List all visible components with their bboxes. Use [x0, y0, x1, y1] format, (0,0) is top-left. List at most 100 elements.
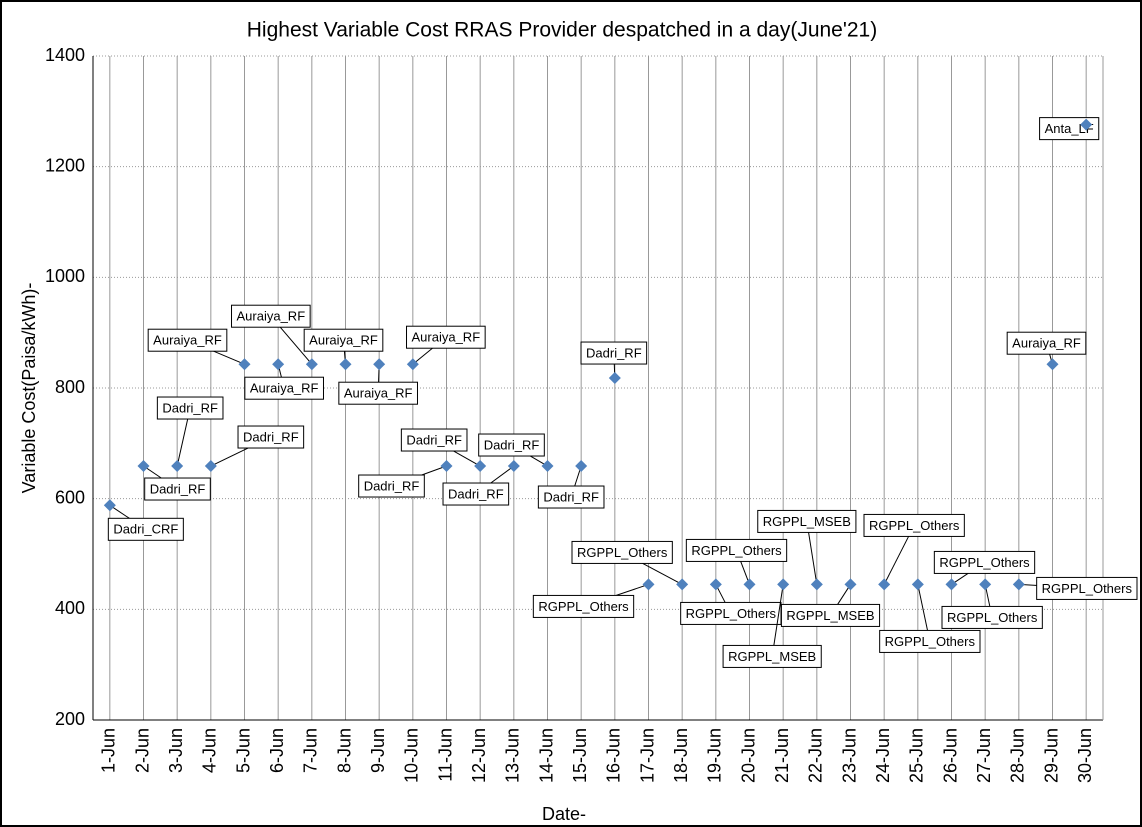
x-tick-label: 21-Jun [772, 728, 792, 783]
data-label: RGPPL_Others [538, 599, 629, 614]
marker [642, 578, 655, 591]
marker [339, 358, 352, 371]
marker [541, 460, 554, 473]
data-label: Auraiya_RF [309, 333, 378, 348]
x-tick-label: 30-Jun [1075, 728, 1095, 783]
label-box [478, 433, 545, 457]
x-tick-label: 10-Jun [402, 728, 422, 783]
marker [272, 358, 285, 371]
x-tick-label: 28-Jun [1008, 728, 1028, 783]
data-label: Dadri_RF [586, 345, 642, 360]
data-label: Dadri_RF [243, 429, 299, 444]
x-tick-label: 25-Jun [907, 728, 927, 783]
data-label: Dadri_RF [543, 489, 599, 504]
label-box [303, 328, 384, 352]
label-box [879, 629, 981, 653]
x-tick-label: 17-Jun [637, 728, 657, 783]
x-tick-label: 22-Jun [806, 728, 826, 783]
data-label: Dadri_RF [364, 478, 420, 493]
label-box [933, 550, 1036, 574]
y-axis-label: Variable Cost(Paisa/kWh)- [19, 283, 39, 494]
marker [810, 578, 823, 591]
data-label: RGPPL_MSEB [786, 608, 874, 623]
label-box [685, 538, 788, 562]
data-label: Auraiya_RF [412, 330, 481, 345]
data-label: RGPPL_Others [869, 518, 960, 533]
marker [1046, 358, 1059, 371]
marker [474, 460, 487, 473]
marker [743, 578, 756, 591]
label-box [722, 644, 822, 668]
data-label: Auraiya_RF [250, 381, 319, 396]
x-tick-label: 8-Jun [334, 728, 354, 773]
marker [305, 358, 318, 371]
label-box [406, 325, 486, 349]
marker [1012, 578, 1025, 591]
x-tick-label: 2-Jun [132, 728, 152, 773]
x-tick-label: 20-Jun [738, 728, 758, 783]
marker [440, 460, 453, 473]
label-box [532, 594, 635, 618]
x-tick-label: 23-Jun [839, 728, 859, 783]
data-label: RGPPL_Others [885, 634, 976, 649]
marker [911, 578, 924, 591]
y-tick-label: 1000 [45, 266, 85, 286]
data-label: RGPPL_Others [686, 606, 777, 621]
data-label: RGPPL_MSEB [728, 649, 816, 664]
x-tick-label: 15-Jun [570, 728, 590, 783]
data-label: RGPPL_MSEB [763, 514, 851, 529]
y-tick-label: 1200 [45, 155, 85, 175]
data-label: Auraiya_RF [153, 333, 222, 348]
data-label: RGPPL_Others [1042, 581, 1133, 596]
marker [1080, 118, 1093, 131]
data-label: Dadri_RF [484, 437, 540, 452]
data-label: RGPPL_Others [947, 610, 1038, 625]
y-tick-label: 800 [55, 377, 85, 397]
data-label: Dadri_RF [150, 481, 206, 496]
x-tick-label: 24-Jun [873, 728, 893, 783]
label-box [1006, 331, 1087, 355]
label-box [757, 509, 857, 533]
x-tick-label: 7-Jun [301, 728, 321, 773]
x-tick-label: 3-Jun [166, 728, 186, 773]
data-label: RGPPL_Others [577, 545, 668, 560]
label-box [237, 425, 305, 449]
leader-line [771, 584, 784, 657]
label-box [571, 540, 673, 564]
marker [878, 578, 891, 591]
x-tick-label: 4-Jun [200, 728, 220, 773]
label-box [244, 376, 324, 400]
x-tick-label: 1-Jun [99, 728, 119, 773]
x-tick-label: 16-Jun [604, 728, 624, 783]
label-box [537, 485, 605, 509]
marker [608, 372, 621, 385]
data-label: Auraiya_RF [237, 309, 306, 324]
label-box [863, 513, 965, 537]
x-tick-label: 11-Jun [435, 728, 455, 782]
data-label: Dadri_RF [406, 432, 462, 447]
marker [406, 358, 419, 371]
marker [979, 578, 992, 591]
label-box [780, 603, 881, 627]
chart-title: Highest Variable Cost RRAS Provider desp… [247, 19, 877, 42]
label-box [400, 428, 468, 452]
marker [844, 578, 857, 591]
data-label: RGPPL_Others [939, 555, 1030, 570]
marker [204, 460, 217, 473]
label-box [941, 605, 1043, 629]
label-box [1036, 576, 1138, 600]
data-label: Dadri_CRF [113, 522, 178, 537]
label-box [580, 341, 648, 365]
x-tick-label: 5-Jun [233, 728, 253, 773]
label-box [442, 482, 510, 506]
y-tick-label: 400 [55, 598, 85, 618]
y-tick-label: 600 [55, 487, 85, 507]
marker [507, 460, 520, 473]
data-label: RGPPL_Others [691, 543, 782, 558]
marker [676, 578, 689, 591]
label-box [358, 474, 425, 498]
marker [575, 460, 588, 473]
x-tick-label: 6-Jun [267, 728, 287, 773]
x-axis-label: Date- [542, 804, 586, 824]
marker [238, 358, 251, 371]
